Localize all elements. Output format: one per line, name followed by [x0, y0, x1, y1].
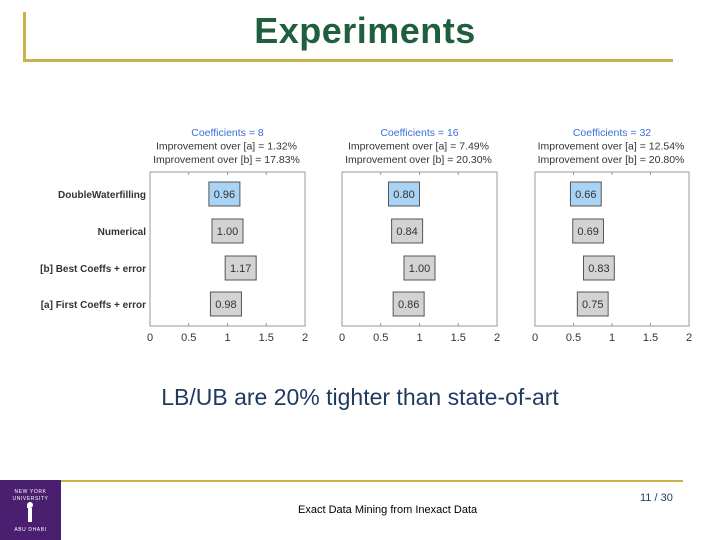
torch-flame-icon: [27, 502, 33, 508]
x-tick-label: 0: [532, 332, 538, 344]
panel-header-line: Improvement over [a] = 7.49%: [348, 141, 489, 153]
bar: [209, 291, 242, 317]
page-number: 11 / 30: [640, 492, 673, 504]
bar-value-label: 1.00: [217, 226, 238, 238]
bar: [208, 181, 241, 207]
x-tick-label: 1.5: [259, 332, 274, 344]
x-tick-label: 1: [416, 332, 422, 344]
bar-value-label: 0.69: [577, 226, 598, 238]
x-tick-label: 2: [302, 332, 308, 344]
panel-header-line: Improvement over [a] = 12.54%: [538, 141, 685, 153]
logo-line-1: NEW YORK: [14, 489, 47, 495]
plot-frame: [534, 171, 690, 327]
x-tick-label: 0.5: [373, 332, 388, 344]
title-accent-rule: [23, 59, 673, 62]
bar: [211, 218, 244, 244]
bar-value-label: 0.98: [215, 299, 236, 311]
bar: [388, 181, 420, 207]
category-label: Numerical: [98, 227, 147, 238]
footer-text: Exact Data Mining from Inexact Data: [298, 504, 478, 516]
bar: [576, 291, 609, 317]
slide-title: Experiments: [254, 10, 476, 51]
category-label: DoubleWaterfilling: [58, 190, 146, 201]
bar-value-label: 0.86: [398, 299, 419, 311]
bar-value-label: 0.84: [396, 226, 417, 238]
bar: [572, 218, 605, 244]
bar: [391, 218, 424, 244]
x-tick-label: 2: [686, 332, 692, 344]
bar: [403, 255, 436, 281]
x-tick-label: 1.5: [451, 332, 466, 344]
bar: [392, 291, 425, 317]
category-label: [b] Best Coeffs + error: [40, 264, 146, 275]
experiments-chart: Coefficients = 8 Improvement over [a] = 1…: [40, 127, 692, 344]
panel-header-line: Improvement over [b] = 17.83%: [153, 154, 300, 166]
bar-value-label: 0.80: [393, 189, 414, 201]
footer-rule: [60, 480, 683, 482]
x-tick-label: 1: [224, 332, 230, 344]
bar-value-label: 0.96: [214, 189, 235, 201]
x-tick-label: 0.5: [566, 332, 581, 344]
bar-value-label: 0.66: [575, 189, 596, 201]
bar-value-label: 0.83: [588, 263, 609, 275]
logo-line-3: ABU DHABI: [14, 527, 47, 533]
panel-header-line: Improvement over [b] = 20.80%: [538, 154, 685, 166]
x-tick-label: 2: [494, 332, 500, 344]
category-label: [a] First Coeffs + error: [41, 300, 146, 311]
panel-header-line: Coefficients = 16: [380, 127, 458, 139]
panel-header-line: Coefficients = 32: [573, 127, 651, 139]
x-tick-label: 0: [147, 332, 153, 344]
bar-value-label: 1.00: [409, 263, 430, 275]
x-tick-label: 0: [339, 332, 345, 344]
title-accent-left: [23, 12, 26, 62]
bar-value-label: 0.75: [582, 299, 603, 311]
panel-header-line: Improvement over [b] = 20.30%: [345, 154, 492, 166]
bar-value-label: 1.17: [230, 263, 251, 275]
bar: [569, 181, 602, 207]
panel-header-line: Coefficients = 8: [191, 127, 264, 139]
slide-subtitle: LB/UB are 20% tighter than state-of-art: [161, 384, 559, 410]
university-logo: NEW YORK UNIVERSITY ABU DHABI: [0, 480, 61, 540]
panel-header-line: Improvement over [a] = 1.32%: [156, 141, 297, 153]
x-tick-label: 1: [609, 332, 615, 344]
bar: [224, 255, 257, 281]
bar: [583, 255, 615, 281]
x-tick-label: 1.5: [643, 332, 658, 344]
torch-icon: [28, 508, 32, 522]
logo-line-2: UNIVERSITY: [12, 496, 49, 502]
x-tick-label: 0.5: [181, 332, 196, 344]
